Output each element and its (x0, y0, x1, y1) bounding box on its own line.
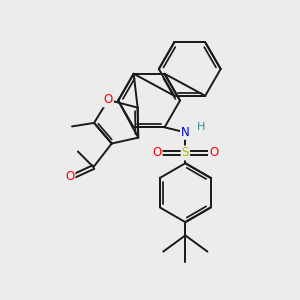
Text: S: S (182, 146, 189, 159)
Text: O: O (65, 170, 74, 183)
Text: N: N (181, 126, 190, 139)
Text: O: O (152, 146, 162, 159)
Text: O: O (209, 146, 218, 159)
Text: O: O (103, 93, 113, 106)
Text: H: H (196, 122, 205, 132)
